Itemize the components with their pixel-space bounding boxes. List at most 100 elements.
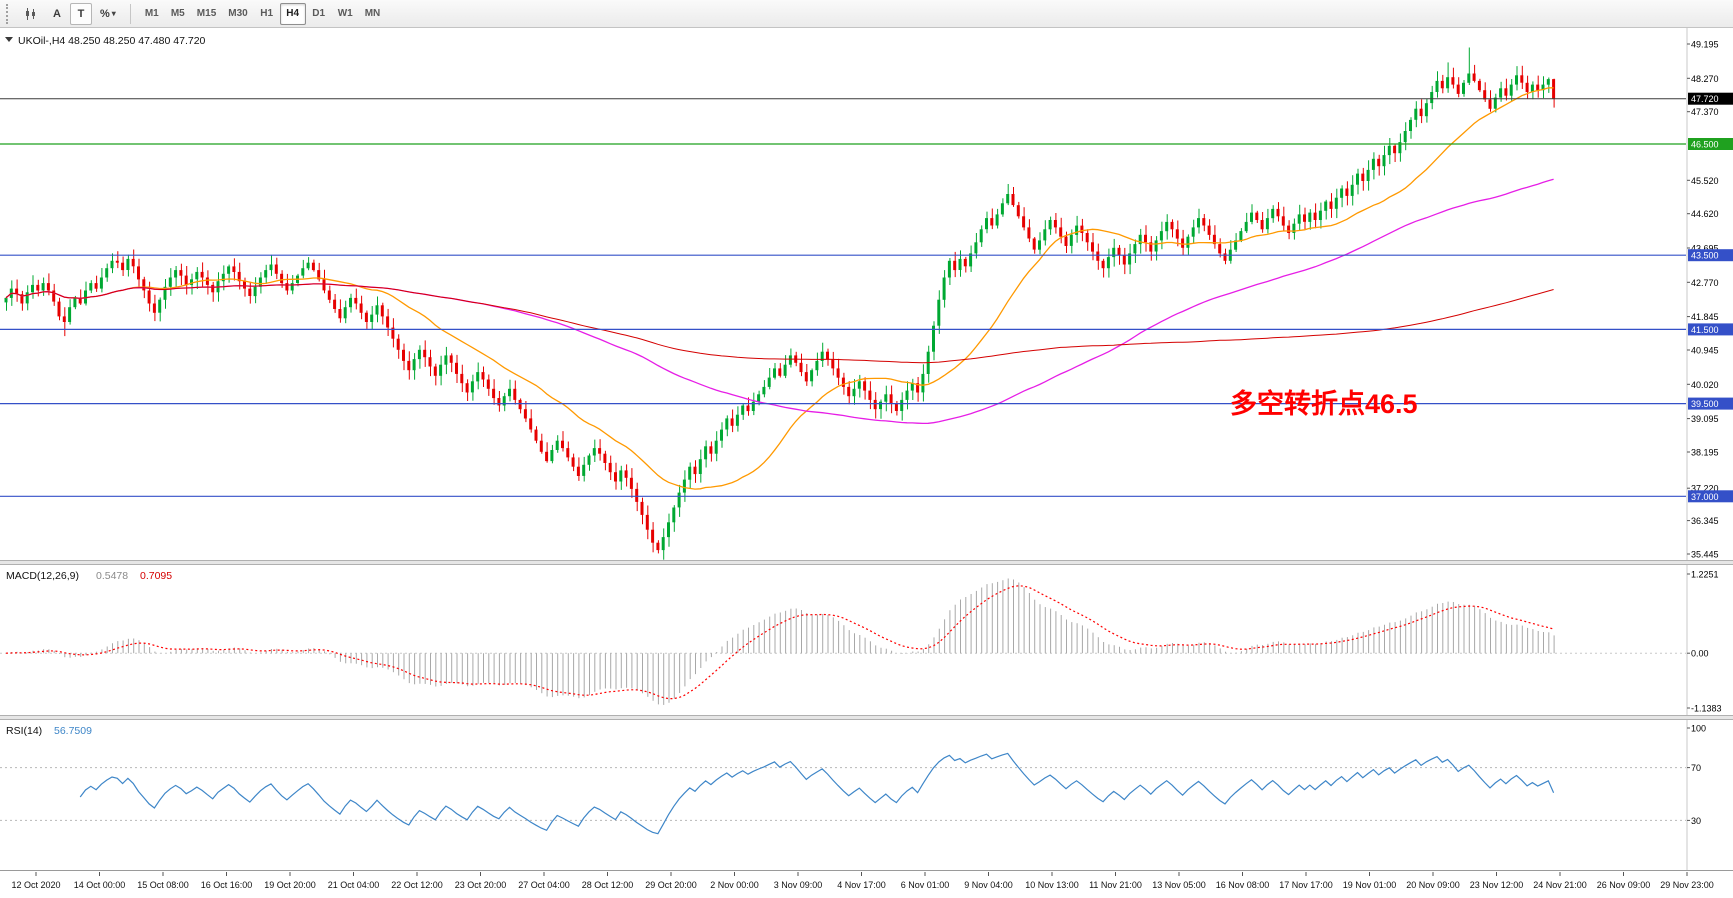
time-axis-label: 16 Oct 16:00: [201, 880, 253, 890]
main-plot-region[interactable]: [0, 28, 1687, 560]
top-toolbar: A T % ▾ M1 M5 M15 M30 H1 H4 D1 W1 MN: [0, 0, 1733, 28]
timeframe-button-m5[interactable]: M5: [165, 3, 191, 25]
price-axis-tick-label: 45.520: [1691, 176, 1719, 186]
time-axis-label: 19 Oct 20:00: [264, 880, 316, 890]
macd-value-signal: 0.7095: [140, 570, 172, 582]
rsi-axis-label: 100: [1691, 724, 1706, 734]
macd-histogram: [11, 578, 1555, 705]
ma-line-fast: [5, 87, 1554, 490]
price-axis-region[interactable]: [1687, 28, 1733, 870]
price-line-label-bg: [1688, 490, 1733, 503]
time-axis-label: 11 Nov 21:00: [1089, 880, 1142, 890]
price-axis-tick-label: 47.370: [1691, 107, 1719, 117]
time-axis-label: 16 Nov 08:00: [1216, 880, 1270, 890]
price-axis-tick-label: 44.620: [1691, 209, 1719, 219]
price-axis-layer: 49.195 48.270 47.370 45.520 44.620 43.695 42.7…: [1687, 40, 1733, 826]
rsi-line: [79, 752, 1555, 835]
timeframe-button-d1[interactable]: D1: [306, 3, 332, 25]
timeframe-button-m30[interactable]: M30: [222, 3, 253, 25]
time-axis-label: 9 Nov 04:00: [964, 880, 1013, 890]
rsi-axis-label: 30: [1691, 816, 1701, 826]
macd-value-main: 0.5478: [96, 570, 128, 582]
time-axis-label: 19 Nov 01:00: [1343, 880, 1397, 890]
time-axis-label: 22 Oct 12:00: [391, 880, 443, 890]
panel-separator-macd[interactable]: [0, 560, 1733, 565]
time-axis-label: 12 Oct 2020: [11, 880, 60, 890]
timeframe-button-h1[interactable]: H1: [254, 3, 280, 25]
price-line-label: 37.000: [1691, 492, 1719, 502]
rsi-title: RSI(14): [6, 725, 42, 737]
price-line-label: 43.500: [1691, 251, 1719, 261]
price-axis-tick-label: 40.945: [1691, 346, 1719, 356]
macd-axis-label: 1.2251: [1691, 570, 1719, 580]
price-line-label-bg: [1688, 249, 1733, 262]
price-line-label: 39.500: [1691, 399, 1719, 409]
price-axis-tick-label: 41.845: [1691, 312, 1719, 322]
macd-layer: [0, 578, 1686, 705]
time-axis-label: 27 Oct 04:00: [518, 880, 570, 890]
timeframe-button-m1[interactable]: M1: [139, 3, 165, 25]
price-axis-tick-label: 37.220: [1691, 484, 1719, 494]
price-line-label-bg: [1688, 138, 1733, 150]
timeframe-button-h4[interactable]: H4: [279, 2, 306, 25]
toolbar-separator: [129, 3, 131, 24]
price-axis-tick-label: 36.345: [1691, 516, 1719, 526]
charts-toolbar-button[interactable]: [18, 3, 44, 25]
price-axis-tick-label: 43.695: [1691, 244, 1719, 254]
dropdown-caret-icon: ▾: [111, 9, 116, 18]
timeframe-button-mn[interactable]: MN: [359, 3, 387, 25]
time-axis-label: 4 Nov 17:00: [837, 880, 886, 890]
time-axis-region[interactable]: [0, 872, 1733, 898]
price-axis-tick-label: 35.445: [1691, 550, 1719, 560]
candles-layer: [4, 47, 1556, 560]
price-line-label: 41.500: [1691, 325, 1719, 335]
chart-canvas: 12 Oct 2020 14 Oct 00:00 15 Oct 08:00 16 Oc…: [0, 28, 1733, 898]
price-axis-tick-label: 40.020: [1691, 380, 1719, 390]
rsi-value: 56.7509: [54, 725, 92, 737]
chart-title: UKOil-,H4 48.250 48.250 47.480 47.720: [18, 35, 206, 47]
panel-separator-rsi[interactable]: [0, 715, 1733, 720]
time-axis-label: 20 Nov 09:00: [1406, 880, 1460, 890]
price-line-label: 46.500: [1691, 140, 1719, 150]
percent-icon: %: [100, 7, 110, 20]
price-axis-tick-label: 48.270: [1691, 74, 1719, 84]
rsi-axis-label: 70: [1691, 763, 1701, 773]
timeframe-toolbar: M1 M5 M15 M30 H1 H4 D1 W1 MN: [139, 2, 387, 25]
macd-title: MACD(12,26,9): [6, 570, 79, 582]
time-axis-label: 23 Oct 20:00: [455, 880, 507, 890]
ma-line-slow: [5, 283, 1554, 364]
time-axis-label: 28 Oct 12:00: [582, 880, 634, 890]
time-axis-label: 10 Nov 13:00: [1025, 880, 1079, 890]
timeframe-button-m15[interactable]: M15: [191, 3, 222, 25]
timeframe-button-w1[interactable]: W1: [332, 3, 359, 25]
price-line-label: 47.720: [1691, 94, 1719, 104]
time-axis-label: 24 Nov 21:00: [1533, 880, 1587, 890]
time-axis-label: 21 Oct 04:00: [328, 880, 380, 890]
time-axis-label: 2 Nov 00:00: [710, 880, 759, 890]
time-axis-label: 14 Oct 00:00: [74, 880, 126, 890]
time-axis-label: 6 Nov 01:00: [901, 880, 950, 890]
time-axis-label: 13 Nov 05:00: [1152, 880, 1206, 890]
time-axis-label: 23 Nov 12:00: [1470, 880, 1524, 890]
time-axis-label: 17 Nov 17:00: [1279, 880, 1333, 890]
toolbar-grip-handle[interactable]: [6, 3, 10, 24]
time-axis-label: 29 Nov 23:00: [1660, 880, 1714, 890]
time-axis-label: 3 Nov 09:00: [774, 880, 823, 890]
time-axis-layer: 12 Oct 2020 14 Oct 00:00 15 Oct 08:00 16 Oc…: [11, 872, 1714, 890]
price-line-label-bg: [1688, 92, 1733, 105]
price-axis-tick-label: 42.770: [1691, 278, 1719, 288]
macd-axis-label: 0.00: [1691, 649, 1709, 659]
time-axis-label: 29 Oct 20:00: [645, 880, 697, 890]
price-axis-tick-label: 39.095: [1691, 414, 1719, 424]
time-axis-label: 26 Nov 09:00: [1597, 880, 1651, 890]
price-axis-tick-label: 49.195: [1691, 40, 1719, 50]
text-tool-button[interactable]: T: [70, 2, 92, 25]
line-studies-dropdown-button[interactable]: % ▾: [94, 3, 122, 25]
time-axis-label: 15 Oct 08:00: [137, 880, 189, 890]
rsi-layer: [0, 752, 1686, 835]
chart-menu-icon[interactable]: [5, 37, 13, 42]
arrow-tool-button[interactable]: A: [46, 3, 68, 25]
chinese-annotation-text[interactable]: 多空转折点46.5: [1230, 388, 1418, 419]
rsi-plot-region[interactable]: [0, 720, 1687, 870]
main-chart-layer: [0, 47, 1686, 560]
